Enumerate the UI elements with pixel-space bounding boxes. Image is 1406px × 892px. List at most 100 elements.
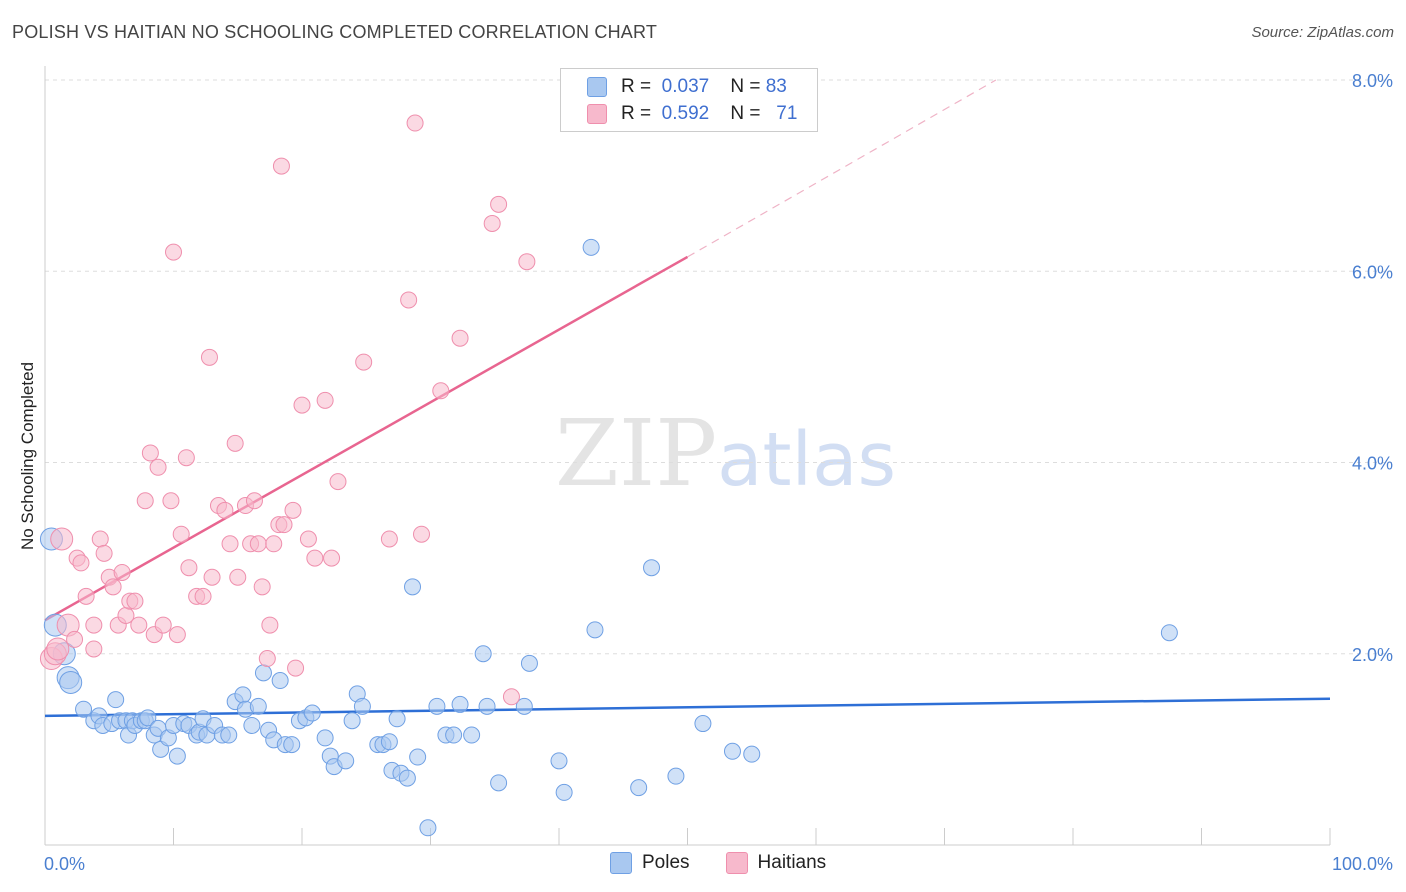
haitians-point-70 [253,578,271,596]
poles-point-39 [254,664,272,682]
haitians-point-49 [272,157,290,175]
haitians-point-5 [66,630,84,648]
poles-point-57 [380,733,398,751]
series-legend-label-poles: Poles [642,852,690,873]
series-legend-swatch-poles [610,852,632,874]
poles-point-69 [463,726,481,744]
poles-point-61 [398,769,416,787]
haitians-point-37 [216,501,234,519]
poles-point-63 [409,748,427,766]
haitians-point-27 [165,243,182,261]
haitians-point-3 [50,527,74,551]
poles-point-51 [337,752,355,770]
poles-point-80 [643,559,661,577]
poles-point-75 [550,752,568,770]
haitians-point-2 [46,637,70,661]
haitians-point-16 [113,563,131,581]
poles-point-62 [404,578,422,596]
haitians-point-53 [293,396,311,414]
haitians-point-46 [261,616,279,634]
poles-point-65 [428,697,446,715]
source-label: Source: ZipAtlas.com [1251,24,1394,41]
poles-point-84 [743,745,761,763]
legend-swatch-poles [587,77,607,97]
poles-point-68 [451,695,469,713]
correlation-legend: R = 0.037 N = 83 R = 0.592 N = 71 [560,68,818,132]
series-legend-label-haitians: Haitians [757,852,827,873]
haitians-point-69 [518,253,536,271]
poles-point-10 [107,691,125,709]
poles-point-18 [139,709,157,727]
tick-labels: 2.0% 4.0% 6.0% 8.0% 0.0% 100.0% [44,71,1393,874]
poles-point-79 [630,779,648,797]
poles-point-81 [667,767,685,785]
poles-point-59 [388,710,406,728]
haitians-point-20 [130,616,148,634]
poles-point-85 [1160,624,1178,642]
haitians-point-54 [299,530,317,548]
poles-point-33 [220,726,238,744]
legend-r-value-poles: 0.037 [661,76,710,97]
haitians-point-34 [200,348,218,366]
haitians-point-12 [95,544,113,562]
data-points [39,114,1178,837]
haitians-point-30 [177,449,195,467]
haitians-point-64 [432,382,450,400]
poles-point-42 [271,672,289,690]
poles-point-74 [520,654,538,672]
trend-lines [44,79,1331,718]
haitians-point-61 [400,291,418,309]
haitians-point-29 [172,525,190,543]
legend-r-label-poles: R = [621,76,652,97]
poles-point-78 [586,621,604,639]
series-legend: Poles Haitians [610,852,826,874]
x-tick-label-100: 100.0% [1332,854,1393,874]
haitians-point-39 [226,434,244,452]
legend-row-haitians: R = 0.592 N = 71 [587,101,797,127]
poles-point-24 [168,747,186,765]
poles-point-4 [59,670,83,694]
y-tick-label-6: 6.0% [1352,262,1393,282]
series-legend-swatch-haitians [725,852,748,874]
haitians-point-7 [72,554,90,572]
x-tick-label-0: 0.0% [44,854,85,874]
axes [44,66,1331,846]
haitians-point-51 [284,501,302,519]
haitians-trend-line [44,255,689,622]
haitians-point-58 [329,473,347,491]
legend-n-label-haitians: N = [730,103,761,124]
legend-n-label-poles: N = [730,76,761,97]
poles-point-52 [343,712,361,730]
chart-title: POLISH VS HAITIAN NO SCHOOLING COMPLETED… [12,22,658,42]
poles-point-54 [353,697,371,715]
haitians-point-59 [355,353,373,371]
legend-n-value-haitians: 71 [776,103,798,124]
y-tick-label-4: 4.0% [1352,454,1393,474]
poles-point-48 [316,729,334,747]
watermark-atlas: atlas [717,417,896,503]
haitians-point-44 [249,535,267,553]
haitians-point-38 [221,535,239,553]
gridlines [45,79,1392,655]
poles-point-83 [723,742,741,760]
legend-r-value-haitians: 0.592 [661,103,710,124]
legend-r-label-haitians: R = [621,103,652,124]
poles-point-71 [478,697,496,715]
poles-point-37 [243,716,261,734]
haitians-point-43 [245,492,263,510]
haitians-point-62 [406,114,424,132]
haitians-point-26 [162,492,180,510]
haitians-point-66 [483,214,501,232]
poles-point-44 [283,736,301,754]
watermark: ZIPatlas [555,400,896,507]
haitians-point-24 [149,458,167,476]
haitians-point-9 [85,640,103,658]
haitians-point-55 [306,549,324,567]
haitians-point-21 [136,492,154,510]
haitians-point-35 [203,568,221,586]
poles-point-72 [490,774,508,792]
haitians-point-25 [154,616,172,634]
poles-point-35 [234,686,252,704]
legend-row-poles: R = 0.037 N = 83 [587,74,787,100]
poles-point-47 [303,704,321,722]
